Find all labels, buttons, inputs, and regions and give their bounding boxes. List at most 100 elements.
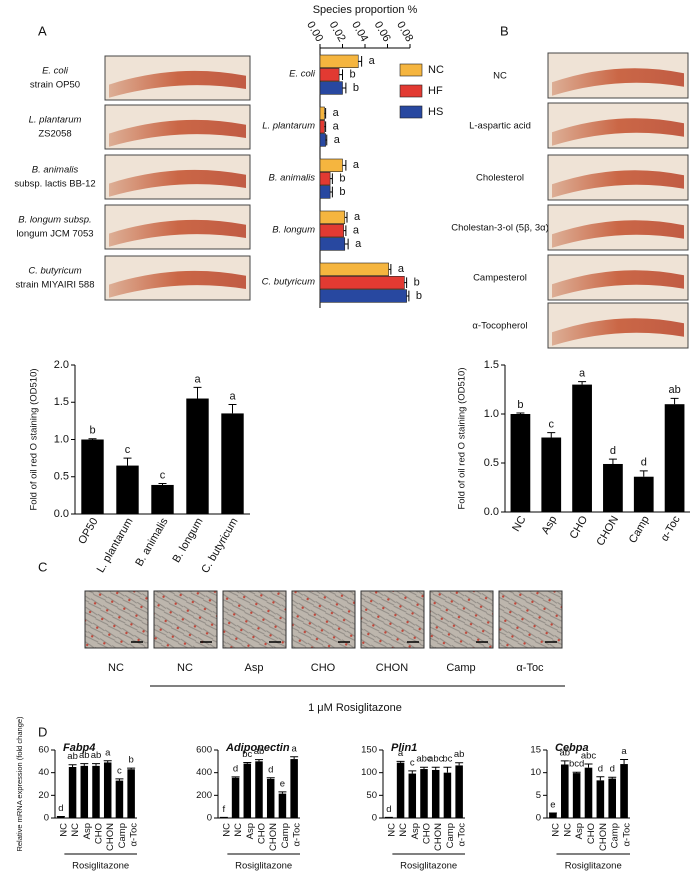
error-bar — [342, 160, 347, 171]
significance-letter: abc — [416, 754, 432, 765]
worm-body — [109, 119, 246, 147]
legend-swatch — [399, 63, 423, 77]
error-bar — [572, 771, 581, 774]
legend-swatch — [399, 84, 423, 98]
error-bar — [404, 277, 408, 288]
legend-label: HS — [428, 106, 443, 118]
image-label: E. coli — [42, 66, 69, 77]
significance-letter: c — [117, 765, 122, 776]
x-tick-label: Asp — [245, 823, 256, 839]
significance-letter: a — [354, 211, 361, 223]
significance-letter: e — [280, 778, 285, 789]
significance-letter: a — [398, 263, 405, 275]
image-label: L-aspartic acid — [469, 121, 531, 132]
x-tick-label: Camp — [610, 823, 621, 848]
significance-letter: abc — [428, 754, 444, 765]
chart-title: Adiponectin — [225, 742, 290, 754]
bar — [116, 465, 139, 514]
bar — [127, 769, 135, 818]
significance-letter: b — [339, 186, 345, 198]
significance-letter: a — [334, 134, 341, 146]
x-tick-label: NC — [221, 823, 232, 837]
error-bar — [243, 761, 252, 764]
bar — [431, 769, 440, 818]
image-label: NC — [177, 662, 193, 674]
error-bar — [584, 763, 593, 768]
error-bar — [330, 186, 333, 198]
bar — [443, 772, 452, 818]
significance-letter: d — [268, 764, 273, 775]
error-bar — [266, 777, 275, 779]
y-tick-label: 60 — [38, 745, 49, 756]
x-tick-label: Asp — [82, 823, 93, 839]
y-tick-label: 0.5 — [54, 471, 69, 483]
error-bar — [339, 69, 343, 80]
legend-swatch — [399, 105, 423, 119]
worm-body — [109, 219, 246, 247]
x-tick-label: CHO — [422, 823, 433, 844]
bar — [319, 172, 331, 186]
bar — [408, 773, 417, 818]
image-label: Cholesterol — [476, 173, 524, 184]
significance-letter: abc — [581, 751, 597, 762]
significance-letter: d — [233, 763, 238, 774]
bar — [68, 767, 77, 818]
y-tick-label: 0 — [372, 813, 377, 824]
error-bar — [88, 438, 97, 440]
bar — [396, 762, 405, 818]
axis-title: Species proportion % — [313, 4, 418, 16]
treatment-label: 1 μM Rosiglitazone — [308, 702, 402, 714]
worm-body — [109, 270, 246, 298]
significance-letter: b — [89, 425, 95, 437]
panel-label: B — [500, 23, 509, 38]
category-label: B. animalis — [269, 173, 316, 184]
error-bar — [396, 760, 405, 763]
y-tick-label: 50 — [366, 790, 377, 801]
bar — [319, 262, 389, 276]
x-tick-label: CHON — [594, 514, 621, 548]
significance-letter: a — [398, 748, 404, 759]
bar — [319, 224, 344, 238]
x-tick-label: CHO — [568, 514, 591, 542]
panel-label: C — [38, 559, 47, 574]
bar — [319, 54, 359, 68]
error-bar — [228, 403, 237, 414]
x-tick-label: NC — [233, 823, 244, 837]
y-tick-label: 400 — [196, 767, 212, 778]
chart-title: Cebpa — [555, 742, 589, 754]
bar — [560, 764, 569, 818]
x-tick-label: 0.08 — [394, 19, 415, 44]
significance-letter: a — [369, 55, 376, 67]
bar — [620, 764, 628, 818]
bar — [608, 778, 617, 818]
image-label: NC — [108, 662, 124, 674]
error-bar — [255, 759, 263, 762]
significance-letter: a — [353, 225, 360, 237]
x-tick-label: CHON — [598, 823, 609, 851]
significance-letter: a — [229, 390, 236, 402]
y-tick-label: 0.0 — [54, 508, 69, 520]
worm-body — [552, 270, 684, 298]
bar — [541, 437, 562, 512]
error-bar — [408, 770, 417, 774]
error-bar — [578, 381, 587, 385]
error-bar — [193, 386, 202, 399]
error-bar — [443, 766, 452, 773]
x-tick-label: CHON — [268, 823, 279, 851]
image-label: α-Tocopherol — [472, 321, 527, 332]
bar — [115, 780, 124, 818]
error-bar — [343, 225, 347, 236]
y-tick-label: 0 — [536, 813, 541, 824]
micrograph — [84, 590, 149, 649]
error-bar — [420, 766, 428, 770]
error-bar — [639, 470, 648, 477]
error-bar — [115, 778, 124, 781]
error-bar — [324, 121, 327, 132]
error-bar — [388, 264, 392, 275]
error-bar — [330, 173, 333, 184]
significance-letter: b — [517, 399, 523, 411]
error-bar — [324, 108, 327, 119]
significance-letter: ab — [91, 750, 102, 761]
image-label: strain OP50 — [30, 80, 80, 91]
